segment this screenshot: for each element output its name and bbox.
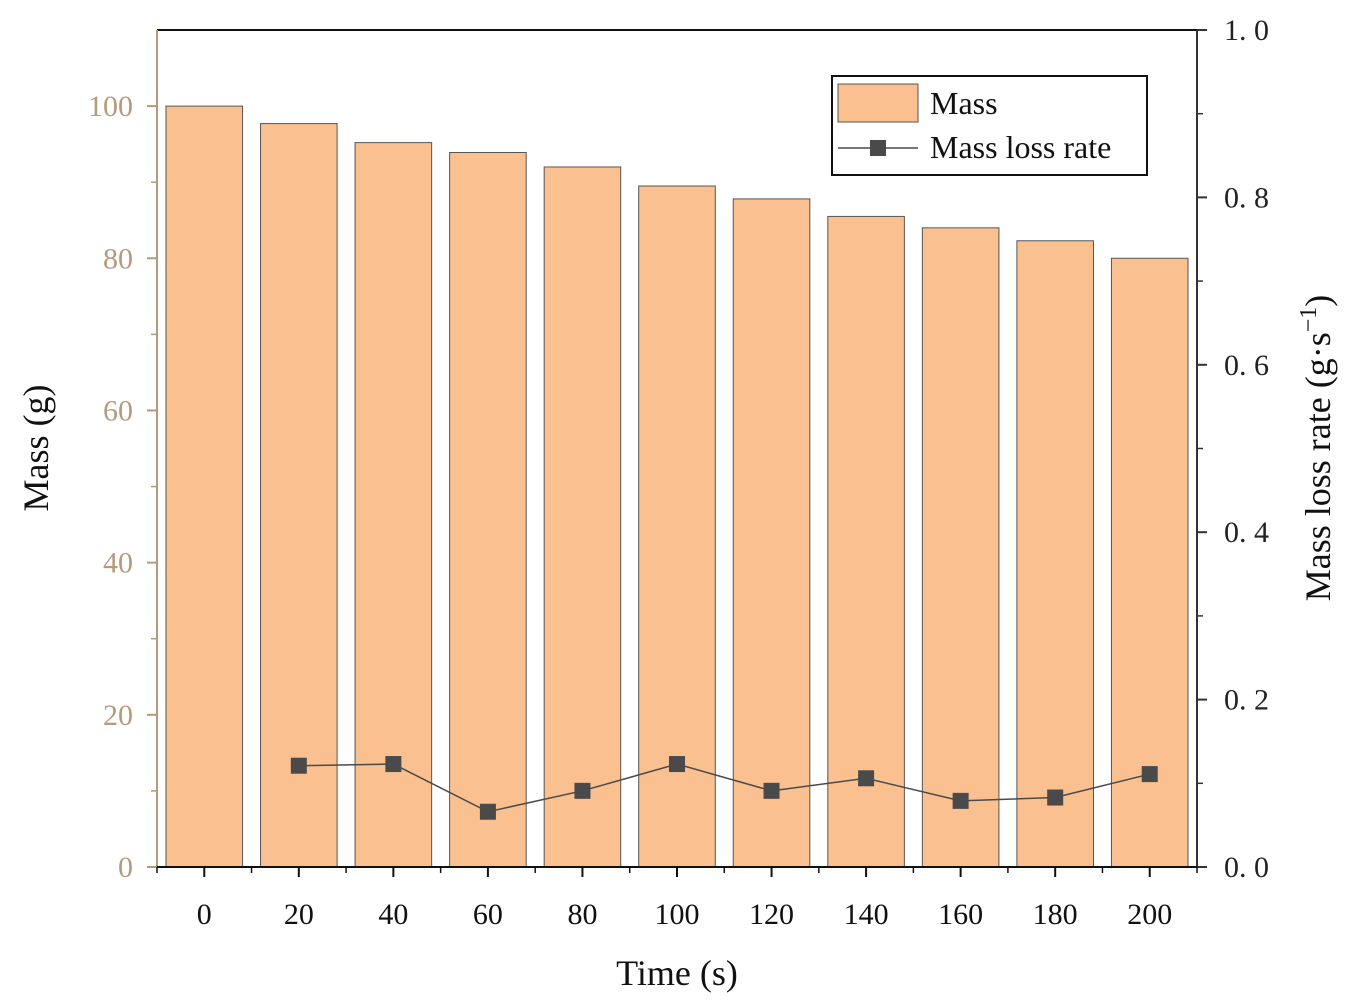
legend-swatch-mass (837, 83, 919, 123)
bar-mass-80 (543, 166, 622, 868)
bar-mass-40 (354, 142, 433, 868)
line-mass-loss-rate (298, 763, 1150, 813)
legend-marker-mass-loss-rate (870, 140, 886, 156)
x-axis-title: Time (s) (616, 953, 738, 993)
point-mass-loss-rate-40 (385, 756, 402, 773)
point-mass-loss-rate-20 (290, 757, 307, 774)
bar-mass-200 (1110, 257, 1189, 868)
y-axis-right-title: Mass loss rate (g·s−1) (1296, 295, 1338, 602)
point-mass-loss-rate-140 (858, 770, 875, 787)
tick-label-x: 0 (197, 898, 212, 931)
tick-label-left: 100 (88, 90, 133, 123)
tick-label-right: 0. 8 (1224, 181, 1269, 214)
point-mass-loss-rate-120 (763, 782, 780, 799)
tick-label-x: 140 (844, 898, 889, 931)
bar-mass-20 (260, 123, 338, 868)
bar-mass-180 (1016, 240, 1094, 868)
tick-label-x: 200 (1127, 898, 1172, 931)
tick-label-left: 0 (118, 851, 133, 884)
tick-label-x: 20 (284, 898, 314, 931)
bar-mass-120 (732, 198, 811, 868)
axis-ticks: 0 20 40 60 80 100 0. 0 0. 2 0. 4 0. 6 0. 8 1. 0 0 20 4… (88, 14, 1269, 931)
tick-label-right: 1. 0 (1224, 14, 1269, 47)
bar-mass-0 (165, 105, 244, 868)
y-axis-right-title-superscript: −1 (1296, 307, 1322, 333)
bar-mass-100 (638, 185, 716, 868)
line-series-mass-loss-rate (290, 756, 1158, 820)
bar-mass-60 (449, 152, 527, 868)
bar-mass-160 (921, 227, 1000, 868)
point-mass-loss-rate-60 (479, 803, 496, 820)
tick-label-right: 0. 4 (1224, 516, 1269, 549)
tick-label-right: 0. 0 (1224, 851, 1269, 884)
bar-series-mass (165, 105, 1189, 868)
tick-label-left: 40 (103, 547, 133, 580)
legend-label-mass-loss-rate: Mass loss rate (930, 129, 1111, 165)
legend-label-mass: Mass (930, 85, 998, 121)
point-mass-loss-rate-160 (952, 792, 969, 809)
point-mass-loss-rate-200 (1141, 766, 1158, 783)
tick-label-x: 80 (567, 898, 597, 931)
tick-label-x: 40 (378, 898, 408, 931)
tick-label-x: 100 (655, 898, 700, 931)
tick-label-right: 0. 2 (1224, 684, 1269, 717)
point-mass-loss-rate-100 (669, 756, 685, 773)
tick-label-x: 120 (749, 898, 794, 931)
tick-label-x: 160 (938, 898, 983, 931)
tick-label-x: 60 (473, 898, 503, 931)
tick-label-left: 80 (103, 242, 133, 275)
y-axis-right-title-main: Mass loss rate (g·s (1298, 332, 1338, 601)
bar-mass-140 (827, 215, 905, 868)
point-mass-loss-rate-180 (1047, 789, 1064, 806)
tick-label-right: 0. 6 (1224, 349, 1269, 382)
point-mass-loss-rate-80 (574, 782, 591, 799)
y-axis-left-title: Mass (g) (16, 385, 56, 512)
legend: Mass Mass loss rate (831, 75, 1148, 176)
y-axis-right-title-close: ) (1298, 295, 1338, 307)
tick-label-x: 180 (1033, 898, 1078, 931)
tick-label-left: 20 (103, 699, 133, 732)
tick-label-left: 60 (103, 394, 133, 427)
